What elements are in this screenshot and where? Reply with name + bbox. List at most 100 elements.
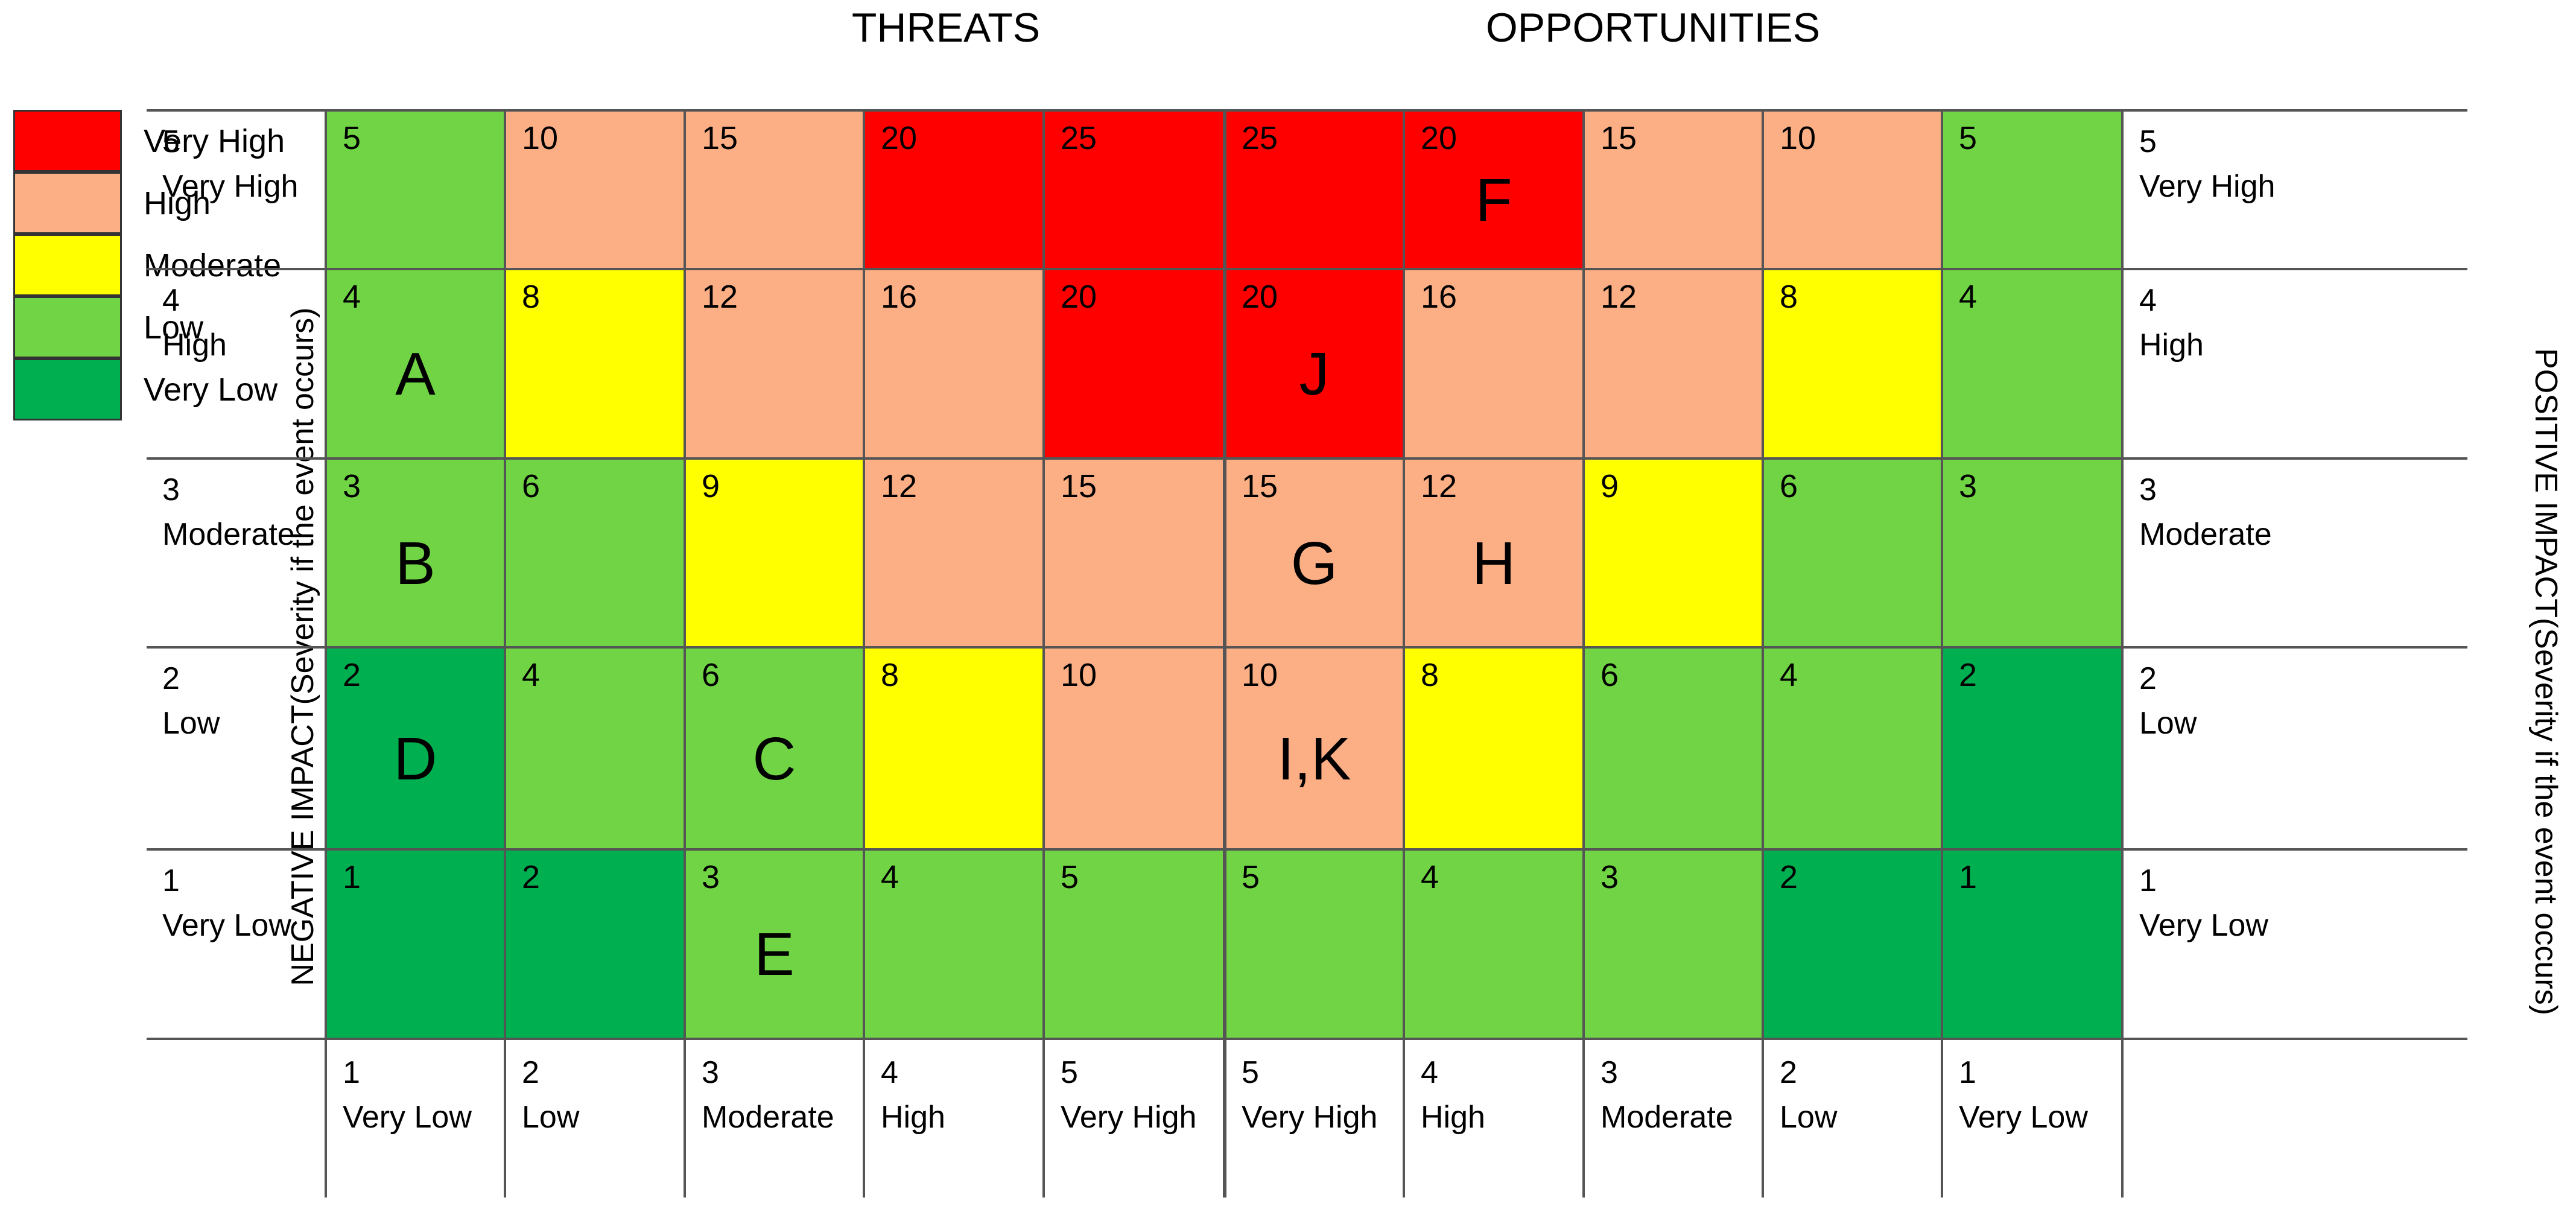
matrix-cell: 3 [1584, 849, 1763, 1039]
matrix-cell: 6 [1584, 647, 1763, 849]
cell-score: 15 [1061, 468, 1097, 504]
column-label-text: High [881, 1100, 945, 1135]
column-label-number: 5 [1242, 1055, 1259, 1090]
matrix-cell: 10 I,K [1225, 647, 1404, 849]
risk-item-label: F [1475, 166, 1512, 234]
cell-score: 20 [1421, 120, 1458, 156]
horizontal-grid-line [147, 848, 2467, 851]
vertical-grid-line [1941, 110, 1943, 1198]
cell-score: 5 [1242, 859, 1260, 895]
matrix-cell: 5 [326, 110, 505, 269]
matrix-cell: 6 [505, 458, 685, 647]
matrix-cell: 4 [505, 647, 685, 849]
legend-label: Very High [144, 123, 285, 159]
cell-score: 20 [1242, 279, 1278, 315]
matrix-cell: 2 [1763, 849, 1942, 1039]
column-label-text: Low [1780, 1100, 1838, 1135]
legend-swatch [13, 172, 122, 234]
matrix-cell: 2 [505, 849, 685, 1039]
cell-score: 12 [881, 468, 918, 504]
matrix-cell: 5 [1942, 110, 2122, 269]
cell-score: 4 [1421, 859, 1439, 895]
column-label-text: High [1421, 1100, 1485, 1135]
cell-score: 20 [1061, 279, 1097, 315]
threats-opportunities-divider [1223, 110, 1226, 1198]
vertical-grid-line [1403, 110, 1405, 1198]
row-label-left-number: 3 [162, 472, 180, 507]
column-label-text: Low [522, 1100, 580, 1135]
matrix-cell: 4 [864, 849, 1044, 1039]
column-label-number: 4 [1421, 1055, 1438, 1090]
cell-score: 15 [702, 120, 738, 156]
matrix-cell: 20 [1044, 269, 1225, 458]
matrix-cell: 12 [864, 458, 1044, 647]
matrix-cell: 3 [1942, 458, 2122, 647]
row-label-right-number: 4 [2139, 283, 2157, 318]
row-label-right-text: High [2139, 328, 2204, 363]
cell-score: 6 [702, 657, 720, 693]
matrix-cell: 5 [1044, 849, 1225, 1039]
row-label-right-number: 3 [2139, 472, 2157, 507]
cell-score: 5 [343, 120, 361, 156]
legend-label: Low [144, 309, 204, 346]
column-label-text: Moderate [1600, 1100, 1733, 1135]
cell-score: 15 [1242, 468, 1278, 504]
row-label-right-text: Very High [2139, 169, 2276, 204]
matrix-cell: 15 [1044, 458, 1225, 647]
risk-item-label: G [1290, 529, 1338, 597]
column-label-text: Very High [1061, 1100, 1197, 1135]
legend-label: Very Low [144, 372, 278, 408]
matrix-cell: 10 [1044, 647, 1225, 849]
matrix-cell: 8 [1763, 269, 1942, 458]
column-label-text: Moderate [702, 1100, 834, 1135]
vertical-grid-line [1582, 110, 1585, 1198]
cell-score: 8 [1780, 279, 1798, 315]
cell-score: 4 [522, 657, 541, 693]
row-label-left-text: High [162, 328, 227, 363]
cell-score: 10 [1061, 657, 1097, 693]
legend-swatch [13, 296, 122, 358]
matrix-cell: 20 F [1404, 110, 1584, 269]
cell-score: 4 [343, 279, 361, 315]
cell-score: 9 [1600, 468, 1619, 504]
matrix-cell: 15 G [1225, 458, 1404, 647]
risk-item-label: D [393, 725, 437, 793]
row-label-right-number: 5 [2139, 124, 2157, 159]
matrix-cell: 6 [1763, 458, 1942, 647]
legend-swatch [13, 358, 122, 420]
matrix-cell: 12 [685, 269, 864, 458]
cell-score: 3 [702, 859, 720, 895]
horizontal-grid-line [147, 1038, 2467, 1040]
cell-score: 9 [702, 468, 720, 504]
cell-score: 6 [522, 468, 541, 504]
cell-score: 5 [1959, 120, 1978, 156]
matrix-cell: 16 [864, 269, 1044, 458]
vertical-grid-line [2121, 110, 2124, 1198]
column-label-number: 5 [1061, 1055, 1078, 1090]
risk-item-label: J [1299, 340, 1330, 408]
matrix-cell: 1 [1942, 849, 2122, 1039]
row-label-left-text: Moderate [162, 517, 295, 552]
row-label-left-number: 2 [162, 661, 180, 696]
cell-score: 2 [1959, 657, 1978, 693]
vertical-grid-line [1762, 110, 1764, 1198]
cell-score: 4 [1780, 657, 1798, 693]
matrix-cell: 5 [1225, 849, 1404, 1039]
horizontal-grid-line [147, 109, 2467, 112]
legend-swatch [13, 234, 122, 296]
cell-score: 20 [881, 120, 918, 156]
cell-score: 3 [1600, 859, 1619, 895]
vertical-grid-line [1042, 110, 1045, 1198]
matrix-cell: 4 [1763, 647, 1942, 849]
matrix-cell: 25 [1044, 110, 1225, 269]
cell-score: 25 [1061, 120, 1097, 156]
column-label-number: 1 [1959, 1055, 1976, 1090]
cell-score: 12 [702, 279, 738, 315]
matrix-cell: 9 [685, 458, 864, 647]
cell-score: 12 [1421, 468, 1458, 504]
